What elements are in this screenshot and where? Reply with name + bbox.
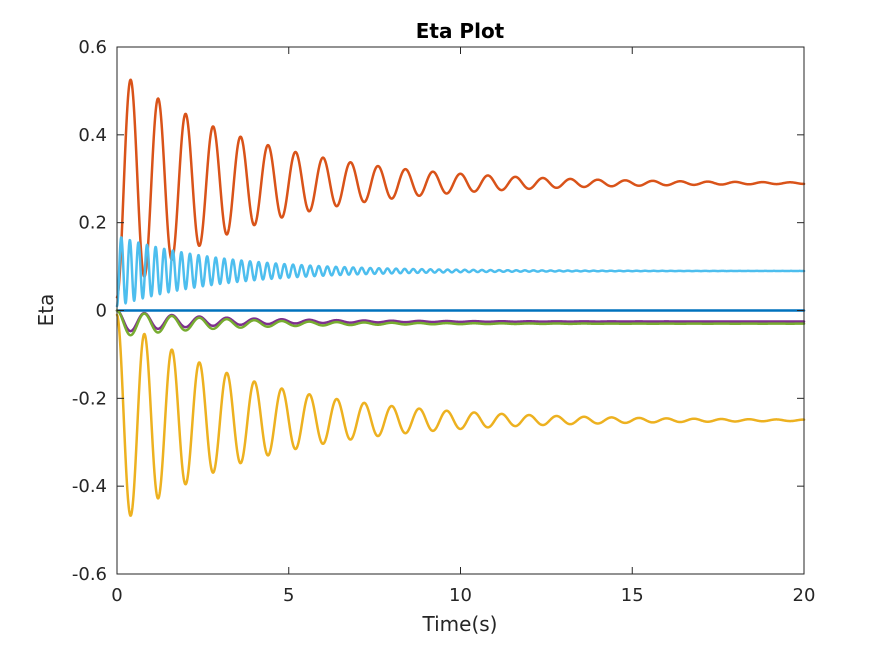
- y-tick-label: 0: [96, 301, 107, 322]
- x-tick-label: 10: [449, 585, 472, 606]
- series-line-5: [115, 309, 806, 337]
- ticks-layer: 0 5 10 15 20 -0.6 -0.4 -0.2 0 0.2 0.4 0.6: [72, 37, 816, 606]
- series-layer: [115, 78, 806, 517]
- y-tick-label: 0.6: [78, 37, 107, 58]
- y-axis-label: Eta: [34, 294, 58, 327]
- x-axis-label: Time(s): [422, 612, 498, 636]
- chart-title: Eta Plot: [416, 19, 505, 43]
- series-line-4: [115, 309, 806, 333]
- y-tick-label: -0.2: [72, 388, 107, 409]
- y-tick-label: 0.4: [78, 125, 107, 146]
- series-line-6: [115, 236, 806, 308]
- y-tick-label: 0.2: [78, 213, 107, 234]
- x-tick-label: 5: [283, 585, 294, 606]
- x-tick-label: 20: [793, 585, 816, 606]
- series-line-2: [115, 78, 806, 299]
- series-line-3: [115, 313, 806, 517]
- x-tick-label: 15: [621, 585, 644, 606]
- y-tick-label: -0.6: [72, 564, 107, 585]
- x-tick-label: 0: [111, 585, 122, 606]
- y-tick-label: -0.4: [72, 476, 107, 497]
